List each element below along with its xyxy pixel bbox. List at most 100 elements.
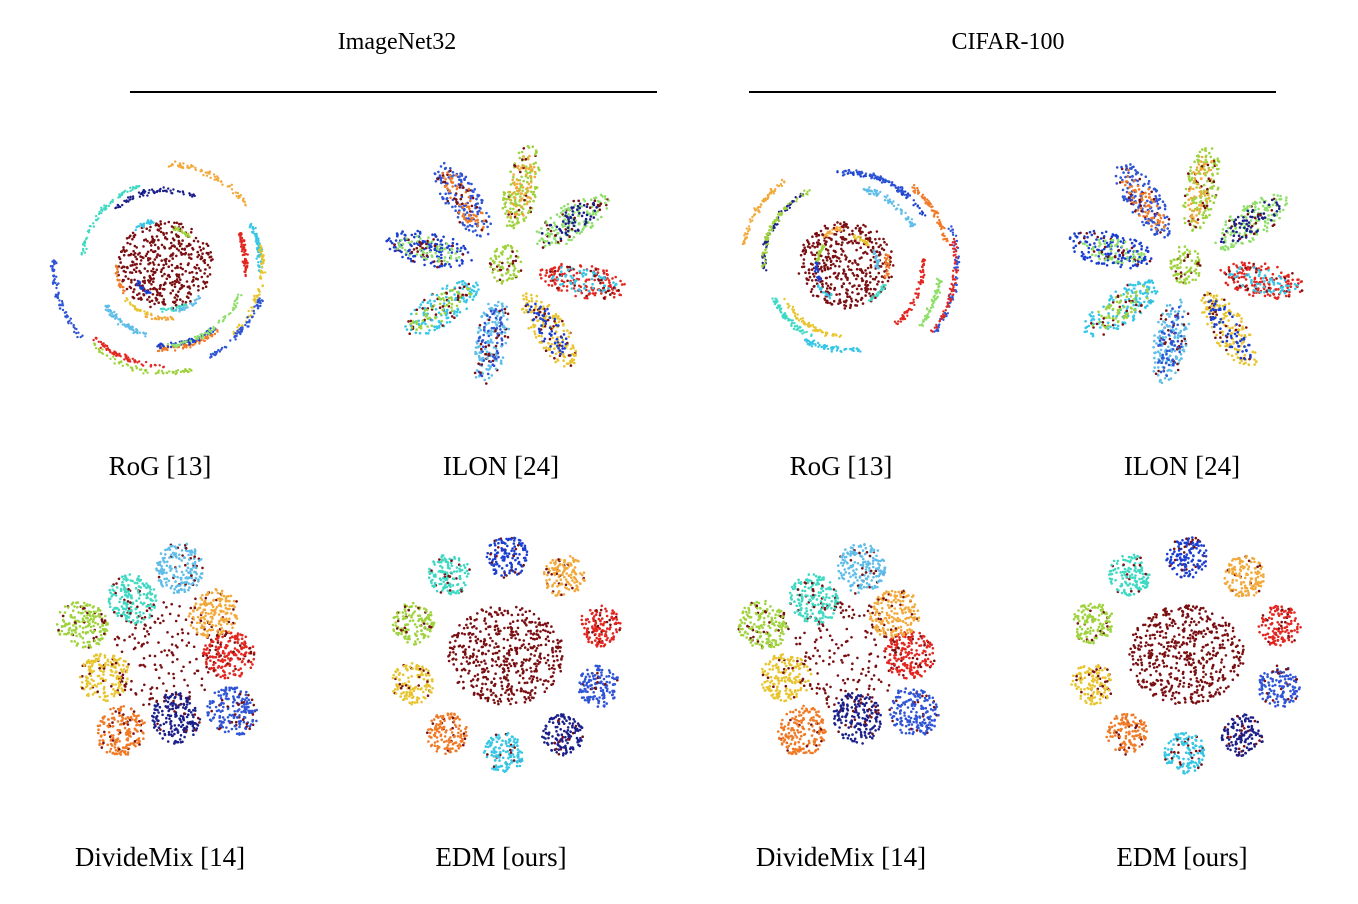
point-cluster <box>482 732 524 773</box>
point-cluster <box>507 154 537 218</box>
tsne-plot <box>737 543 940 756</box>
point-cluster <box>1156 305 1186 377</box>
point-cluster <box>488 244 523 285</box>
tsne-panel <box>381 530 631 780</box>
point-strand <box>816 284 833 300</box>
point-cluster <box>1257 604 1302 647</box>
point-strand <box>741 178 786 246</box>
point-cluster <box>788 573 840 626</box>
point-strand <box>174 294 202 313</box>
point-cluster <box>737 599 790 650</box>
point-cluster <box>155 542 204 595</box>
point-cluster <box>580 604 622 648</box>
point-cluster <box>1207 299 1252 361</box>
point-cluster <box>836 543 887 595</box>
point-strand <box>209 297 264 359</box>
point-cluster <box>888 687 940 736</box>
point-cluster <box>391 662 434 706</box>
point-cluster <box>1258 664 1301 708</box>
point-strand <box>237 232 249 278</box>
tsne-plot <box>1068 147 1304 385</box>
point-strand <box>166 293 243 348</box>
point-cluster <box>1091 285 1149 330</box>
point-strand <box>868 283 887 302</box>
point-strand <box>822 226 842 239</box>
point-cluster <box>760 653 813 703</box>
tsne-plot <box>741 168 961 354</box>
point-cluster <box>1105 712 1148 756</box>
point-cluster <box>1070 663 1113 706</box>
point-cluster <box>550 265 618 293</box>
point-strand <box>49 259 84 339</box>
point-strand <box>841 168 910 199</box>
point-cluster <box>1128 604 1245 705</box>
point-cluster <box>1121 168 1166 231</box>
panel-caption: ILON [24] <box>1123 451 1241 481</box>
tsne-panel <box>1061 140 1311 390</box>
point-cluster <box>96 705 146 756</box>
panel-caption: DivideMix [14] <box>74 842 246 872</box>
point-cluster <box>501 144 541 230</box>
point-cluster <box>485 536 529 579</box>
point-cluster <box>393 234 461 264</box>
point-strand <box>918 277 943 327</box>
tsne-panel <box>721 140 971 390</box>
point-cluster <box>1072 602 1113 645</box>
point-strand <box>862 186 917 228</box>
point-strand <box>771 297 813 338</box>
point-cluster <box>883 631 936 680</box>
tsne-panel <box>1061 530 1311 780</box>
point-strand <box>232 244 267 336</box>
tsne-plot <box>49 160 267 376</box>
point-strand <box>813 261 822 282</box>
point-cluster <box>535 193 610 249</box>
point-strand <box>803 338 862 354</box>
tsne-panel <box>40 530 290 780</box>
panel-caption: RoG [13] <box>789 451 893 481</box>
point-cluster <box>542 555 586 597</box>
point-cluster <box>1114 163 1171 239</box>
point-cluster <box>1165 536 1208 579</box>
point-cluster <box>1187 155 1216 225</box>
point-strand <box>159 303 188 313</box>
tsne-panel <box>40 140 290 390</box>
point-strand <box>114 264 126 295</box>
point-cluster <box>776 704 827 756</box>
point-strand <box>114 186 196 210</box>
point-cluster <box>55 601 109 649</box>
point-strand <box>872 249 881 270</box>
point-cluster <box>1219 261 1304 300</box>
point-strand <box>135 279 152 295</box>
point-strand <box>911 184 949 243</box>
panel-caption: DivideMix [14] <box>755 842 927 872</box>
point-strand <box>814 244 826 263</box>
point-cluster <box>1068 229 1153 270</box>
group-rule-cifar100 <box>749 91 1276 93</box>
point-cluster <box>1182 147 1221 232</box>
point-strand <box>134 219 155 232</box>
point-cluster <box>541 713 584 757</box>
point-cluster <box>107 573 158 626</box>
point-cluster <box>868 589 921 639</box>
point-strand <box>852 234 870 247</box>
point-cluster <box>111 601 220 709</box>
point-cluster <box>1163 731 1206 775</box>
point-cluster <box>427 554 471 596</box>
tsne-plot <box>385 144 626 385</box>
point-cluster <box>206 686 258 736</box>
tsne-plot <box>391 536 622 773</box>
point-strand <box>167 160 247 207</box>
point-cluster <box>1214 193 1288 252</box>
point-cluster <box>409 287 472 331</box>
point-cluster <box>794 599 902 710</box>
point-strand <box>104 304 148 338</box>
tsne-panel <box>721 530 971 780</box>
tsne-plot <box>1070 536 1302 775</box>
point-cluster <box>539 262 626 300</box>
point-strand <box>761 189 811 269</box>
point-cluster <box>1223 554 1265 598</box>
point-cluster <box>201 630 256 680</box>
point-cluster <box>832 691 882 745</box>
point-cluster <box>1108 553 1151 597</box>
panel-caption: EDM [ours] <box>435 842 567 872</box>
